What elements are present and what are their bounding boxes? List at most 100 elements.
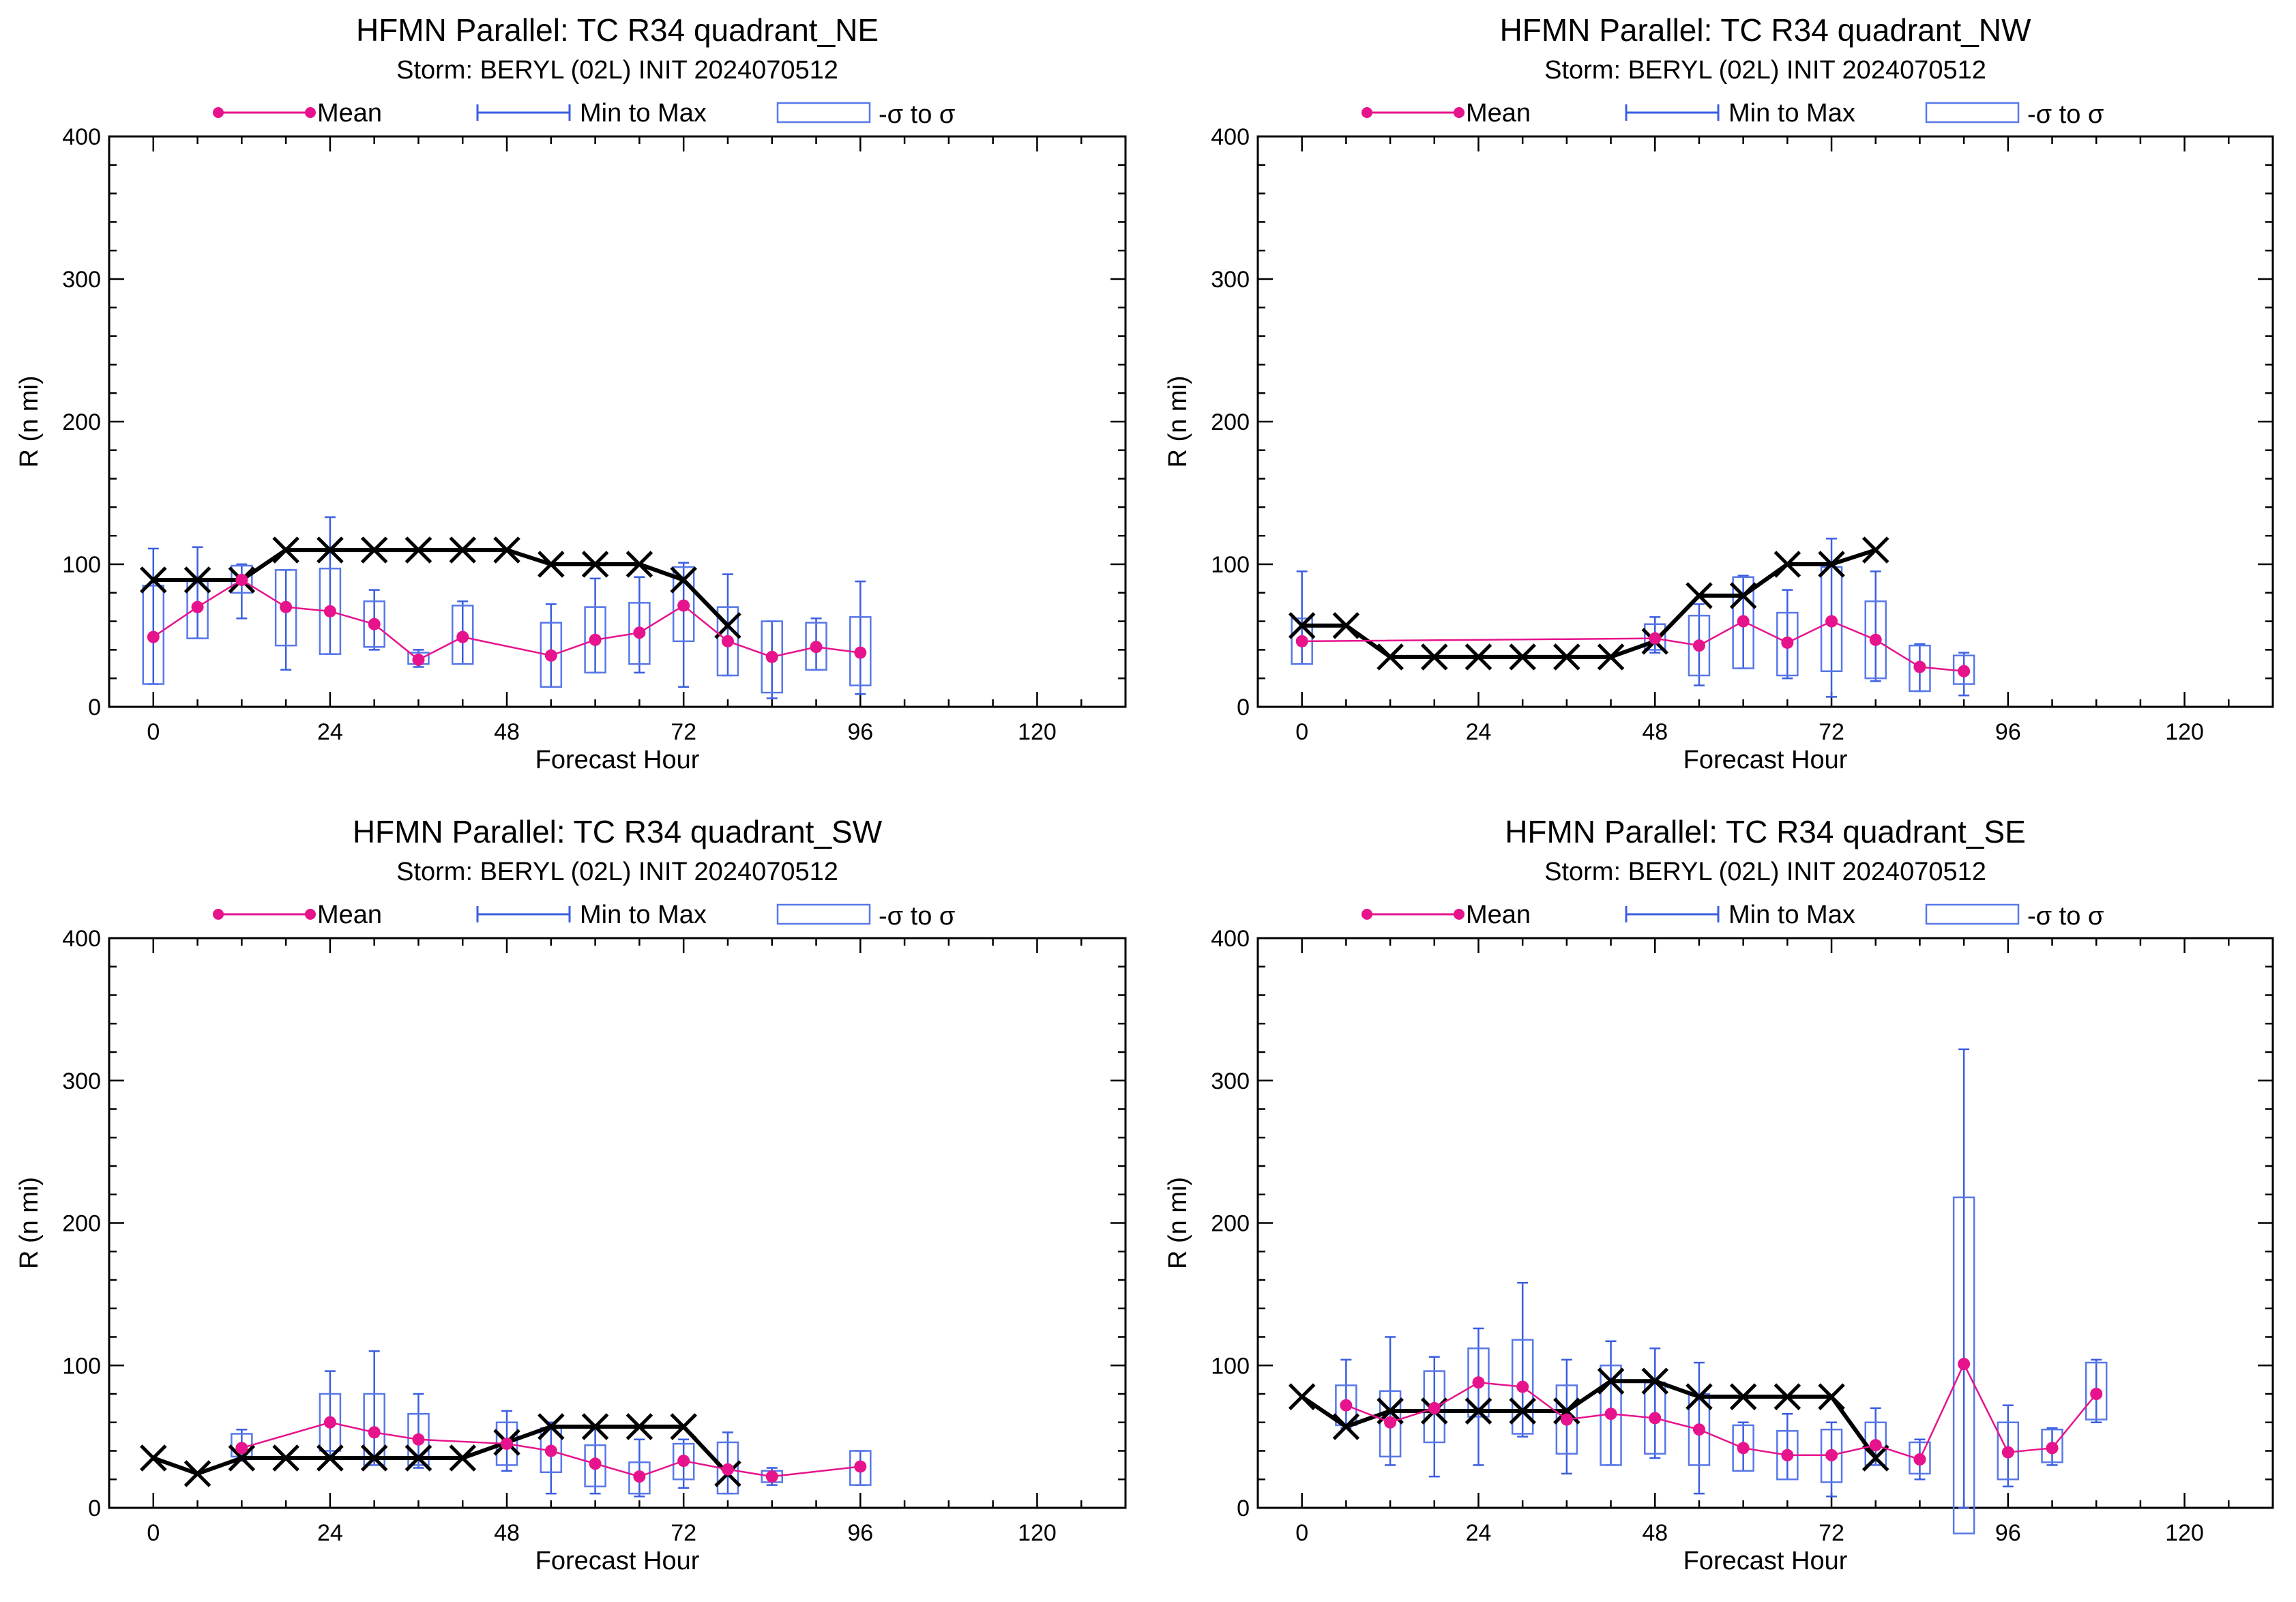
best-track-marker <box>183 1460 211 1487</box>
best-track-marker <box>1421 643 1448 671</box>
x-marker-stroke <box>360 1444 388 1472</box>
x-axis: 0 24 48 72 96 120 Forecast Hour <box>108 136 1127 774</box>
box-fh-18 <box>1423 1356 1446 1478</box>
sigma-box <box>1952 1196 1975 1534</box>
sigma-box <box>540 622 563 688</box>
mean-point <box>323 1416 336 1429</box>
legend-sigma-box <box>1925 903 2020 925</box>
box-fh-66 <box>628 1438 651 1498</box>
x-marker-stroke <box>1597 1367 1625 1395</box>
x-marker-stroke <box>1818 1383 1845 1410</box>
sigma-box <box>672 566 695 643</box>
x-marker-stroke <box>317 536 344 564</box>
legend-sigma-label: -σ to σ <box>2027 902 2104 931</box>
x-tick-label: 0 <box>1295 719 1308 745</box>
box-fh-18 <box>274 569 297 671</box>
mean-point <box>1869 633 1882 646</box>
best-track-marker <box>581 551 609 578</box>
mean-point <box>1384 1416 1397 1429</box>
x-axis: 0 24 48 72 96 120 Forecast Hour <box>1256 938 2274 1575</box>
best-track-marker <box>538 551 565 578</box>
box-fh-78 <box>1864 570 1887 682</box>
legend-minmax-label: Min to Max <box>1728 901 1855 929</box>
x-marker-stroke <box>493 536 520 564</box>
best-track <box>140 1413 741 1487</box>
y-tick-label: 300 <box>1211 267 1250 293</box>
mean-point <box>765 650 778 663</box>
best-track-marker <box>1861 536 1889 564</box>
y-tick-label: 0 <box>88 695 101 720</box>
best-track-marker <box>1686 582 1713 609</box>
mean-point <box>1340 1399 1353 1412</box>
x-marker-stroke <box>140 1444 167 1472</box>
sigma-box <box>1467 1347 1490 1418</box>
x-marker-stroke <box>625 1413 653 1440</box>
mean-line <box>153 579 861 661</box>
x-tick-label: 120 <box>2165 719 2204 745</box>
mean-point <box>1604 1408 1617 1421</box>
x-tick-label: 48 <box>1642 1520 1668 1546</box>
legend-mean-label: Mean <box>317 99 382 128</box>
best-track-marker <box>272 1444 299 1472</box>
x-tick-label: 48 <box>494 719 520 745</box>
mean-point <box>810 641 823 654</box>
box-fh-48 <box>1644 1347 1666 1459</box>
best-track-marker <box>1818 551 1845 578</box>
x-marker-stroke <box>538 551 565 578</box>
x-tick-label: 0 <box>1295 1520 1308 1546</box>
legend: Mean Min to Max -σ to σ <box>213 99 955 129</box>
mean-point <box>721 1463 734 1476</box>
chart-title: HFMN Parallel: TC R34 quadrant_NE <box>356 12 879 48</box>
x-marker-stroke <box>404 536 432 564</box>
mean-series <box>235 1416 867 1483</box>
x-marker-stroke <box>404 1444 432 1472</box>
mean-point <box>412 654 425 667</box>
y-axis: 0 100 200 300 400 R (n mi) <box>15 926 1125 1521</box>
box-fh-60 <box>584 577 606 674</box>
mean-line <box>241 1421 861 1478</box>
best-track-marker <box>449 536 477 564</box>
y-axis: 0 100 200 300 400 R (n mi) <box>15 124 1125 720</box>
sigma-box <box>1688 614 1711 677</box>
x-marker-stroke <box>581 551 609 578</box>
mean-point <box>1428 1401 1441 1414</box>
best-track-marker <box>272 536 299 564</box>
y-tick-label: 200 <box>1211 409 1250 435</box>
legend-sigma-box <box>776 102 871 123</box>
mean-point <box>854 646 867 659</box>
box-fh-6 <box>186 546 209 639</box>
mean-point <box>235 573 248 586</box>
mean-point <box>1649 1412 1662 1425</box>
legend-mean-dot <box>213 909 224 920</box>
x-marker-stroke <box>1729 582 1757 609</box>
chart-title: HFMN Parallel: TC R34 quadrant_SW <box>353 814 883 849</box>
x-marker-stroke <box>1641 1367 1669 1395</box>
mean-point <box>501 1438 514 1451</box>
best-track-marker <box>140 566 167 594</box>
box-fh-66 <box>628 576 651 674</box>
y-tick-label: 0 <box>1237 1496 1250 1521</box>
x-tick-label: 96 <box>847 719 873 745</box>
y-axis-label: R (n mi) <box>15 375 44 467</box>
y-tick-label: 200 <box>1211 1211 1250 1237</box>
chart-panel-2: HFMN Parallel: TC R34 quadrant_NW Storm: … <box>1164 12 2274 774</box>
mean-point <box>544 649 557 662</box>
sigma-box <box>672 1442 695 1481</box>
y-tick-label: 400 <box>62 124 101 150</box>
best-track-marker <box>670 566 697 594</box>
best-track-marker <box>1641 1367 1669 1395</box>
mean-point <box>589 633 602 646</box>
mean-point <box>721 635 734 647</box>
legend-mean-dot <box>213 107 224 118</box>
legend-minmax-label: Min to Max <box>1728 99 1855 128</box>
sigma-box <box>1644 623 1666 651</box>
sigma-box <box>452 605 474 665</box>
x-tick-label: 24 <box>1466 719 1492 745</box>
y-tick-label: 200 <box>62 1211 101 1237</box>
legend-minmax-label: Min to Max <box>580 901 707 929</box>
y-axis: 0 100 200 300 400 R (n mi) <box>1164 926 2273 1521</box>
y-tick-label: 100 <box>1211 1353 1250 1379</box>
best-track-marker <box>1509 1397 1536 1425</box>
mean-series <box>147 573 867 667</box>
x-tick-label: 0 <box>147 719 160 745</box>
